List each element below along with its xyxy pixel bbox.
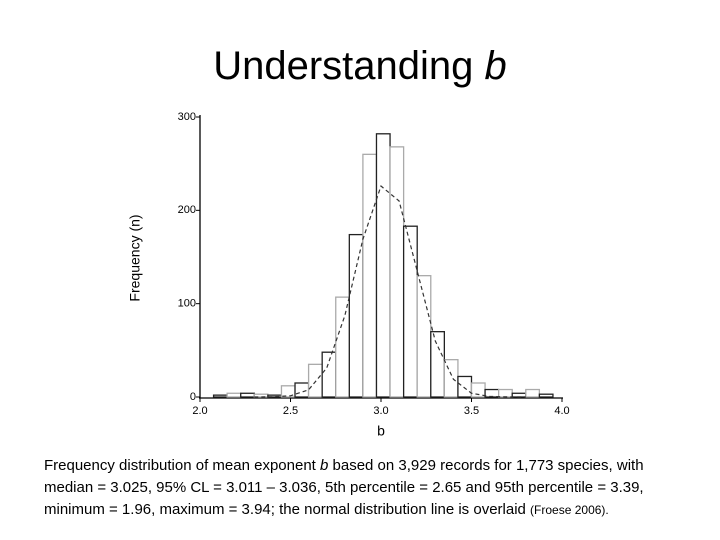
x-tick-label: 3.5	[464, 405, 479, 417]
bar	[307, 363, 323, 398]
bar	[389, 146, 405, 398]
bar	[240, 392, 255, 398]
bar	[212, 394, 228, 398]
x-axis-label: b	[377, 423, 385, 439]
caption-source: (Froese 2006).	[530, 503, 609, 517]
y-tick-label: 200	[178, 204, 196, 216]
bar	[430, 331, 445, 398]
caption: Frequency distribution of mean exponent …	[44, 455, 694, 521]
x-tick-label: 4.0	[554, 405, 569, 417]
chart: Understanding b b Frequency (n) 0 100 200 3…	[127, 44, 570, 439]
title-text: Understanding	[213, 44, 473, 88]
bar	[416, 275, 432, 398]
y-tick-label: 0	[190, 391, 196, 403]
bar	[375, 133, 391, 398]
bar	[497, 388, 513, 398]
caption-text: based on 3,929 records for 1,773 species…	[44, 457, 644, 518]
bar	[362, 153, 378, 398]
y-axis-label: Frequency (n)	[127, 214, 143, 301]
bar	[525, 388, 541, 398]
slide-title: Understanding b	[213, 44, 507, 88]
caption-symbol: b	[320, 457, 329, 474]
x-tick-label: 3.0	[373, 405, 388, 417]
y-tick-label: 100	[178, 298, 196, 310]
caption-text: Frequency distribution of mean exponent	[44, 457, 320, 474]
bar	[443, 359, 459, 398]
bar	[484, 388, 500, 398]
bar	[538, 393, 554, 398]
y-tick-label: 300	[178, 111, 196, 123]
bar	[294, 382, 310, 398]
title-symbol: b	[485, 44, 507, 88]
bar	[226, 392, 242, 398]
bar	[321, 351, 337, 398]
normal-curve	[254, 185, 526, 398]
x-tick-label: 2.5	[283, 405, 298, 417]
bar	[402, 225, 418, 398]
bar	[457, 375, 473, 398]
bar	[348, 233, 364, 398]
x-tick-label: 2.0	[192, 405, 207, 417]
bar	[335, 296, 350, 398]
